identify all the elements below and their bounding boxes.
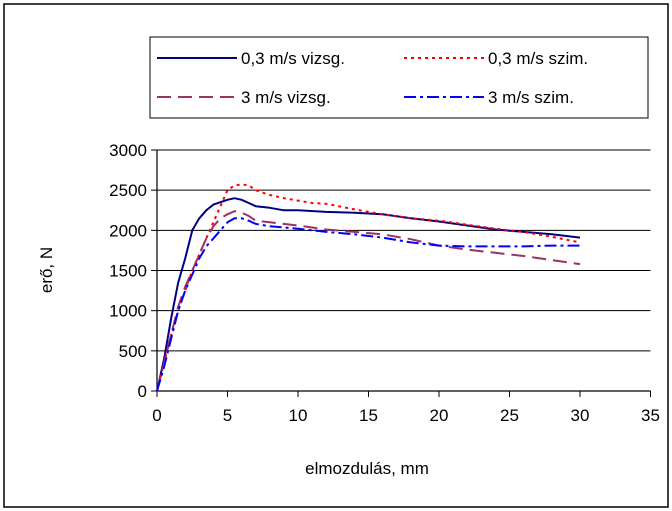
legend-label-1: 0,3 m/s vizsg. [241, 49, 345, 68]
y-tick-label: 500 [119, 342, 147, 361]
x-tick-label: 30 [571, 406, 590, 425]
x-tick-label: 35 [641, 406, 660, 425]
series-line-4 [156, 217, 580, 392]
x-tick-label: 20 [430, 406, 449, 425]
series-line-3 [156, 210, 581, 392]
x-tick-label: 15 [359, 406, 378, 425]
x-tick-label: 25 [500, 406, 519, 425]
legend-box [149, 36, 649, 119]
x-tick-label: 10 [289, 406, 308, 425]
legend-label-4: 3 m/s szim. [488, 88, 574, 107]
y-tick-label: 1500 [109, 262, 147, 281]
y-tick-label: 1000 [109, 302, 147, 321]
legend-label-3: 3 m/s vizsg. [241, 88, 331, 107]
series-line-1 [156, 197, 581, 392]
plot-area: 0 500 1000 1500 2000 2500 3000 0 5 10 15 20 25 30 35 [109, 141, 660, 425]
y-tick-label: 2500 [109, 181, 147, 200]
x-tick-label: 0 [152, 406, 161, 425]
x-axis-label: elmozdulás, mm [305, 459, 429, 478]
y-tick-label: 3000 [109, 141, 147, 160]
y-axis-label: erő, N [37, 247, 56, 293]
x-tick-label: 5 [223, 406, 232, 425]
y-tick-label: 0 [138, 382, 147, 401]
legend: 0,3 m/s vizsg. 0,3 m/s szim. 3 m/s vizsg. 3… [149, 36, 649, 119]
y-tick-label: 2000 [109, 221, 147, 240]
legend-label-2: 0,3 m/s szim. [488, 49, 588, 68]
